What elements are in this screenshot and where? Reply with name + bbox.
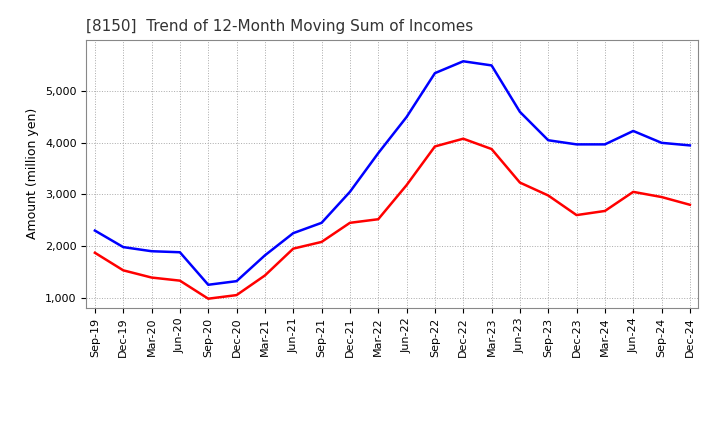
Ordinary Income [346, 189, 354, 194]
Net Income [261, 273, 269, 278]
Net Income [119, 268, 127, 273]
Text: [8150]  Trend of 12-Month Moving Sum of Incomes: [8150] Trend of 12-Month Moving Sum of I… [86, 19, 474, 34]
Ordinary Income [516, 109, 524, 114]
Ordinary Income [204, 282, 212, 287]
Ordinary Income [119, 245, 127, 250]
Net Income [657, 194, 666, 200]
Net Income [487, 147, 496, 152]
Net Income [402, 183, 411, 188]
Ordinary Income [289, 231, 297, 236]
Net Income [91, 250, 99, 255]
Ordinary Income [600, 142, 609, 147]
Net Income [544, 193, 552, 198]
Net Income [459, 136, 467, 141]
Ordinary Income [657, 140, 666, 146]
Net Income [431, 144, 439, 149]
Ordinary Income [176, 249, 184, 255]
Net Income [289, 246, 297, 251]
Ordinary Income [402, 114, 411, 120]
Net Income [204, 296, 212, 301]
Ordinary Income [91, 228, 99, 233]
Net Income [233, 293, 241, 298]
Ordinary Income [318, 220, 326, 225]
Line: Net Income: Net Income [95, 139, 690, 299]
Net Income [374, 216, 382, 222]
Ordinary Income [487, 63, 496, 68]
Net Income [346, 220, 354, 225]
Net Income [572, 213, 581, 218]
Ordinary Income [459, 59, 467, 64]
Ordinary Income [544, 138, 552, 143]
Net Income [685, 202, 694, 207]
Net Income [176, 278, 184, 283]
Line: Ordinary Income: Ordinary Income [95, 61, 690, 285]
Ordinary Income [261, 253, 269, 258]
Ordinary Income [374, 150, 382, 156]
Ordinary Income [431, 70, 439, 76]
Net Income [600, 208, 609, 213]
Y-axis label: Amount (million yen): Amount (million yen) [27, 108, 40, 239]
Ordinary Income [629, 128, 637, 134]
Ordinary Income [572, 142, 581, 147]
Net Income [629, 189, 637, 194]
Ordinary Income [148, 249, 156, 254]
Ordinary Income [233, 279, 241, 284]
Ordinary Income [685, 143, 694, 148]
Net Income [318, 239, 326, 245]
Net Income [148, 275, 156, 280]
Net Income [516, 180, 524, 185]
